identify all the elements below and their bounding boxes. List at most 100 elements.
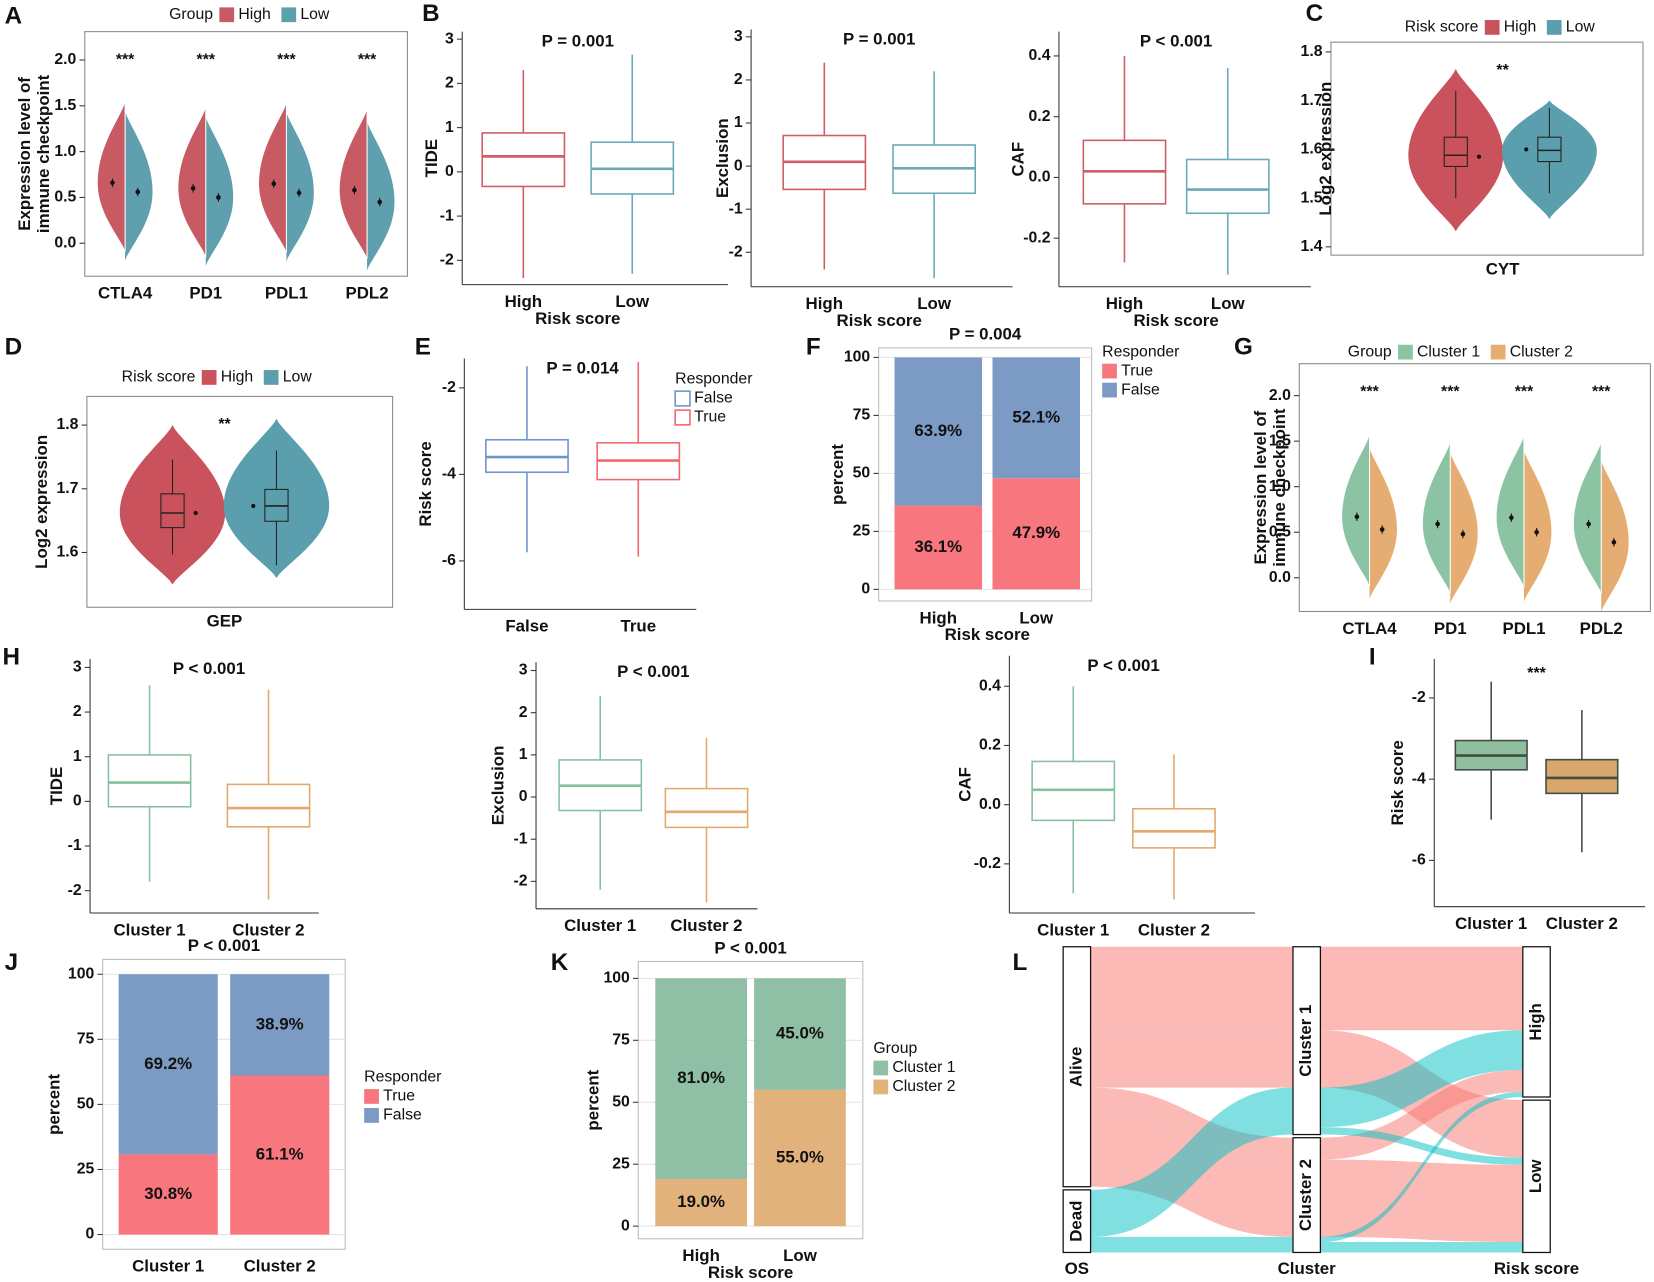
stratum: [1292, 946, 1322, 1136]
x-tick-label: Cluster 1: [113, 920, 185, 939]
y-tick-label: 2: [734, 71, 743, 88]
legend-label: High: [221, 369, 253, 386]
p-value: P < 0.001: [617, 662, 689, 681]
legend-title: Group: [169, 6, 213, 23]
y-tick-label: -2: [68, 882, 82, 899]
panel-letter: I: [1369, 643, 1376, 670]
y-tick-label: 25: [77, 1161, 95, 1178]
legend-swatch: [219, 7, 235, 23]
y-tick-label: 0: [445, 163, 454, 180]
half-violin: [205, 116, 234, 266]
p-value: P < 0.001: [173, 659, 245, 678]
x-tick-label: Low: [615, 292, 650, 311]
mean-dot: [377, 199, 383, 205]
x-axis-label: CYT: [1486, 259, 1520, 278]
legend-label: Low: [1566, 19, 1596, 36]
y-tick-label: 1.8: [1301, 43, 1323, 60]
legend-swatch: [364, 1089, 379, 1104]
bar-segment: [230, 1075, 330, 1235]
y-tick-label: 0.4: [1029, 47, 1051, 64]
x-tick-label: Low: [1019, 608, 1054, 627]
box: [1185, 158, 1270, 215]
p-value: P < 0.001: [188, 936, 260, 955]
y-tick-label: -6: [442, 552, 456, 569]
stratum: [1062, 946, 1092, 1188]
value-label: 52.1%: [1012, 407, 1060, 426]
legend-swatch: [364, 1108, 379, 1123]
box: [481, 132, 566, 188]
y-tick-label: 1.0: [54, 143, 76, 160]
stratum: [1522, 946, 1551, 1098]
x-tick-label: Low: [917, 294, 952, 313]
x-tick-label: Low: [783, 1246, 818, 1265]
significance: ***: [1441, 383, 1460, 400]
y-tick-label: -4: [1412, 770, 1426, 787]
value-label: 69.2%: [144, 1054, 192, 1073]
y-tick-label: 1.8: [56, 416, 78, 433]
legend-label: False: [694, 390, 733, 407]
y-tick-label: 50: [77, 1096, 95, 1113]
x-tick-label: Cluster 1: [132, 1257, 204, 1276]
mean-dot: [193, 510, 198, 516]
mean-dot: [135, 189, 141, 195]
y-tick-label: 2: [73, 703, 82, 720]
x-tick-label: True: [620, 617, 656, 636]
x-tick-label: High: [806, 294, 843, 313]
y-tick-label: 1.5: [1269, 432, 1291, 449]
half-violin: [1496, 435, 1525, 588]
box: [160, 493, 185, 529]
y-tick-label: 1.6: [1301, 141, 1323, 158]
legend-label: Cluster 2: [1510, 343, 1573, 360]
stratum-label: Alive: [1066, 1047, 1085, 1087]
legend-swatch: [201, 370, 217, 385]
half-violin: [97, 102, 126, 252]
y-tick-label: 25: [612, 1155, 630, 1172]
y-axis-label: TIDE: [422, 139, 441, 177]
y-tick-label: 0.0: [1029, 169, 1051, 186]
y-tick-label: 2.0: [54, 51, 76, 68]
y-tick-label: 1: [734, 114, 743, 131]
half-violin: [259, 102, 287, 253]
mean-dot: [1524, 147, 1529, 152]
value-label: 45.0%: [776, 1024, 824, 1043]
box: [1132, 808, 1216, 849]
y-tick-label: 2: [519, 704, 528, 721]
mean-dot: [1509, 515, 1514, 520]
legend-swatch: [873, 1060, 889, 1076]
mean-dot: [1611, 539, 1617, 545]
legend-label: False: [383, 1107, 422, 1124]
panel-letter: L: [1013, 949, 1028, 976]
y-tick-label: 75: [77, 1030, 95, 1047]
legend-label: Cluster 2: [892, 1078, 955, 1095]
y-tick-label: -1: [514, 830, 528, 847]
y-tick-label: -4: [442, 466, 456, 483]
bar-segment: [992, 478, 1081, 590]
y-tick-label: 1: [445, 119, 454, 136]
significance: ***: [1360, 383, 1379, 400]
x-tick-label: PDL1: [265, 284, 308, 303]
stratum-label: High: [1526, 1003, 1545, 1040]
significance: **: [218, 416, 231, 433]
x-tick-label: Cluster 2: [1138, 920, 1210, 939]
legend-title: Responder: [675, 371, 752, 388]
mean-dot: [110, 180, 115, 186]
y-tick-label: 0.5: [54, 189, 76, 206]
significance: ***: [1527, 665, 1546, 682]
legend-swatch: [674, 390, 691, 407]
box: [1545, 758, 1619, 795]
p-value: P < 0.001: [1140, 32, 1212, 51]
panel-letter: A: [5, 2, 23, 29]
x-tick-label: CTLA4: [98, 284, 153, 303]
x-tick-label: High: [505, 292, 542, 311]
y-tick-label: 0.0: [979, 796, 1001, 813]
y-tick-label: 100: [844, 349, 871, 366]
mean-dot: [271, 181, 277, 187]
stratum-label: Cluster 1: [1296, 1005, 1315, 1077]
x-axis-label: Risk score: [708, 1263, 793, 1282]
x-tick-label: Cluster 2: [244, 1257, 316, 1276]
y-axis-label: Risk score: [1388, 740, 1407, 825]
x-tick-label: Cluster 2: [232, 920, 304, 939]
y-tick-label: 2: [445, 75, 454, 92]
significance: **: [1496, 62, 1509, 79]
half-violin: [178, 107, 206, 257]
